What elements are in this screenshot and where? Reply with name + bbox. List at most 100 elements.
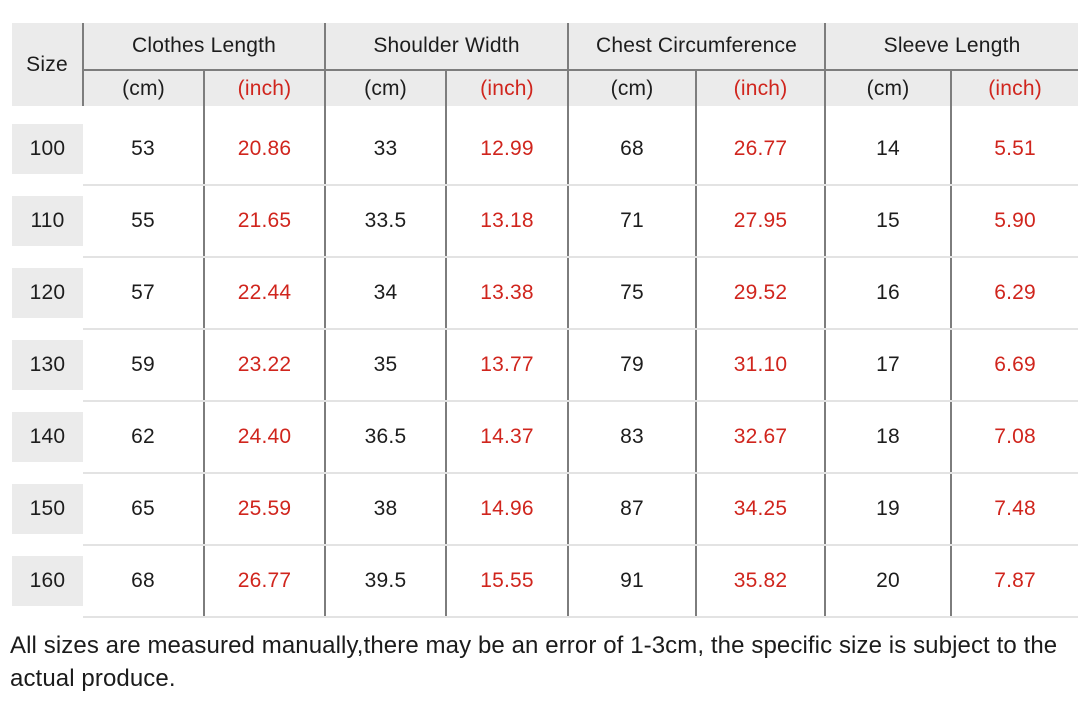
unit-header-row: (cm) (inch) (cm) (inch) (cm) (inch) (cm) (inch) <box>12 70 1078 106</box>
table-row-size-130: 130 59 23.22 35 13.77 79 31.10 17 6.69 <box>12 329 1078 402</box>
value-cell-cm: 91 <box>568 545 698 618</box>
group-header-row: Size Clothes Length Shoulder Width Chest C… <box>12 23 1078 106</box>
value-cell-inch: 13.77 <box>446 329 570 402</box>
value-cell-inch: 6.29 <box>951 257 1078 330</box>
value-cell-cm: 83 <box>568 401 698 474</box>
header-gap-cell <box>568 106 698 113</box>
value-cell-inch: 26.77 <box>696 113 827 186</box>
value-cell-inch: 25.59 <box>204 473 327 546</box>
group-header-clothes-length: Clothes Length <box>83 23 327 71</box>
value-cell-inch: 31.10 <box>696 329 827 402</box>
header-gap-cell <box>12 106 83 113</box>
header-gap-cell <box>204 106 327 113</box>
header-gap-row <box>12 106 1078 113</box>
size-label: 140 <box>12 412 83 462</box>
table-row-size-140: 140 62 24.40 36.5 14.37 83 32.67 18 7.08 <box>12 401 1078 474</box>
value-cell-inch: 13.38 <box>446 257 570 330</box>
size-cell: 160 <box>12 545 83 617</box>
size-cell: 110 <box>12 185 83 257</box>
table-row-size-120: 120 57 22.44 34 13.38 75 29.52 16 6.29 <box>12 257 1078 330</box>
size-column-header: Size <box>12 23 84 106</box>
size-label: 110 <box>12 196 83 246</box>
size-cell: 150 <box>12 473 83 545</box>
value-cell-cm: 36.5 <box>325 401 448 474</box>
value-cell-inch: 21.65 <box>204 185 327 258</box>
value-cell-inch: 26.77 <box>204 545 327 618</box>
value-cell-inch: 5.51 <box>951 113 1078 186</box>
size-label: 150 <box>12 484 83 534</box>
measurement-note: All sizes are measured manually,there ma… <box>10 632 1058 692</box>
value-cell-cm: 55 <box>83 185 205 258</box>
value-cell-cm: 33.5 <box>325 185 448 258</box>
value-cell-inch: 35.82 <box>696 545 827 618</box>
value-cell-cm: 19 <box>825 473 953 546</box>
table-row-size-160: 160 68 26.77 39.5 15.55 91 35.82 20 7.87 <box>12 545 1078 618</box>
header-gap-cell <box>325 106 448 113</box>
value-cell-inch: 14.37 <box>446 401 570 474</box>
value-cell-inch: 14.96 <box>446 473 570 546</box>
value-cell-inch: 13.18 <box>446 185 570 258</box>
unit-header-inch-clothes-length: (inch) <box>204 70 327 106</box>
header-gap-cell <box>825 106 953 113</box>
unit-header-cm-clothes-length: (cm) <box>83 70 205 106</box>
value-cell-cm: 59 <box>83 329 205 402</box>
unit-header-inch-chest-circumference: (inch) <box>696 70 827 106</box>
size-cell: 130 <box>12 329 83 401</box>
size-cell: 100 <box>12 113 83 185</box>
group-header-chest-circumference: Chest Circumference <box>568 23 827 71</box>
unit-header-cm-sleeve-length: (cm) <box>825 70 953 106</box>
value-cell-inch: 6.69 <box>951 329 1078 402</box>
value-cell-cm: 62 <box>83 401 205 474</box>
value-cell-inch: 7.87 <box>951 545 1078 618</box>
header-gap-cell <box>696 106 827 113</box>
size-label: 100 <box>12 124 83 174</box>
value-cell-cm: 39.5 <box>325 545 448 618</box>
table-header: Size Clothes Length Shoulder Width Chest C… <box>12 23 1078 106</box>
unit-header-inch-shoulder-width: (inch) <box>446 70 570 106</box>
value-cell-inch: 29.52 <box>696 257 827 330</box>
value-cell-inch: 7.48 <box>951 473 1078 546</box>
value-cell-inch: 15.55 <box>446 545 570 618</box>
value-cell-cm: 33 <box>325 113 448 186</box>
header-gap-cell <box>446 106 570 113</box>
value-cell-cm: 14 <box>825 113 953 186</box>
value-cell-cm: 75 <box>568 257 698 330</box>
value-cell-inch: 34.25 <box>696 473 827 546</box>
value-cell-cm: 87 <box>568 473 698 546</box>
unit-header-cm-chest-circumference: (cm) <box>568 70 698 106</box>
size-label: 160 <box>12 556 83 606</box>
value-cell-cm: 68 <box>568 113 698 186</box>
size-cell: 140 <box>12 401 83 473</box>
value-cell-cm: 79 <box>568 329 698 402</box>
value-cell-cm: 71 <box>568 185 698 258</box>
value-cell-cm: 34 <box>325 257 448 330</box>
header-gap-cell <box>83 106 205 113</box>
value-cell-cm: 35 <box>325 329 448 402</box>
unit-header-inch-sleeve-length: (inch) <box>951 70 1078 106</box>
table-row-size-110: 110 55 21.65 33.5 13.18 71 27.95 15 5.90 <box>12 185 1078 258</box>
size-cell: 120 <box>12 257 83 329</box>
unit-header-cm-shoulder-width: (cm) <box>325 70 448 106</box>
group-header-shoulder-width: Shoulder Width <box>325 23 570 71</box>
value-cell-inch: 7.08 <box>951 401 1078 474</box>
value-cell-inch: 24.40 <box>204 401 327 474</box>
value-cell-inch: 32.67 <box>696 401 827 474</box>
table-row-size-150: 150 65 25.59 38 14.96 87 34.25 19 7.48 <box>12 473 1078 546</box>
value-cell-inch: 5.90 <box>951 185 1078 258</box>
size-label: 130 <box>12 340 83 390</box>
size-chart-table: Size Clothes Length Shoulder Width Chest C… <box>12 23 1078 618</box>
value-cell-cm: 38 <box>325 473 448 546</box>
value-cell-cm: 20 <box>825 545 953 618</box>
value-cell-cm: 16 <box>825 257 953 330</box>
value-cell-cm: 18 <box>825 401 953 474</box>
value-cell-cm: 17 <box>825 329 953 402</box>
value-cell-cm: 65 <box>83 473 205 546</box>
value-cell-inch: 23.22 <box>204 329 327 402</box>
value-cell-cm: 15 <box>825 185 953 258</box>
header-gap-cell <box>951 106 1078 113</box>
value-cell-cm: 68 <box>83 545 205 618</box>
group-header-sleeve-length: Sleeve Length <box>825 23 1078 71</box>
value-cell-inch: 20.86 <box>204 113 327 186</box>
size-label: 120 <box>12 268 83 318</box>
value-cell-inch: 22.44 <box>204 257 327 330</box>
